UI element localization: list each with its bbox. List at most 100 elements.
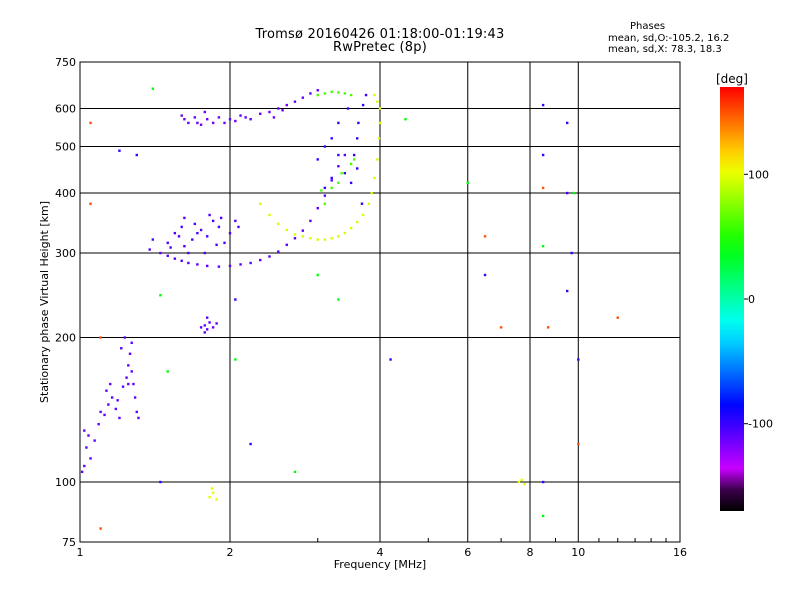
data-point — [541, 153, 545, 157]
data-point — [203, 110, 206, 114]
data-point — [97, 422, 100, 426]
data-point — [316, 206, 319, 210]
data-point — [483, 273, 487, 277]
phases-o-stats: mean, sd,O:-105.2, 16.2 — [608, 33, 730, 44]
data-point — [293, 237, 297, 240]
data-point — [133, 396, 137, 399]
x-tick-label: 10 — [571, 546, 585, 559]
data-point — [373, 176, 376, 180]
data-point — [499, 326, 503, 329]
data-point — [570, 251, 573, 255]
data-point — [541, 186, 545, 190]
data-point — [118, 416, 121, 420]
y-tick-label: 300 — [55, 247, 76, 260]
data-point — [205, 264, 209, 268]
data-point — [127, 364, 130, 367]
data-point — [323, 92, 327, 95]
data-point — [355, 220, 359, 224]
data-point — [520, 478, 523, 482]
data-point — [330, 176, 333, 180]
data-point — [361, 213, 365, 217]
data-point — [128, 352, 132, 355]
data-point — [272, 116, 276, 119]
data-point — [323, 186, 327, 190]
colorbar — [720, 87, 744, 511]
x-tick-label: 2 — [227, 546, 234, 559]
data-point — [268, 255, 271, 258]
data-point — [208, 495, 211, 499]
data-point — [337, 181, 340, 185]
data-point — [199, 123, 203, 126]
data-point — [87, 434, 90, 437]
data-point — [572, 191, 576, 195]
data-point — [211, 326, 215, 329]
data-point — [215, 322, 218, 325]
x-tick-label: 4 — [377, 546, 384, 559]
data-point — [93, 439, 96, 442]
data-point — [135, 410, 138, 414]
data-point — [309, 92, 312, 95]
data-point — [180, 259, 183, 262]
data-point — [541, 103, 545, 107]
data-point — [349, 226, 353, 230]
data-point — [234, 298, 237, 301]
data-point — [309, 219, 312, 223]
data-point — [228, 118, 232, 121]
data-point — [193, 116, 197, 119]
data-point — [228, 231, 232, 235]
data-point — [137, 416, 140, 420]
data-point — [337, 153, 340, 157]
data-point — [239, 263, 242, 266]
data-point — [523, 482, 526, 486]
data-point — [277, 222, 280, 226]
data-point — [268, 110, 271, 114]
data-point — [80, 470, 84, 474]
data-point — [205, 328, 209, 331]
data-point — [330, 186, 333, 190]
y-tick-label: 500 — [55, 141, 76, 154]
data-point — [565, 191, 569, 195]
data-point — [203, 324, 206, 327]
data-point — [215, 498, 218, 501]
data-point — [565, 121, 569, 125]
data-point — [343, 153, 347, 157]
data-point — [330, 137, 333, 140]
data-point — [99, 410, 102, 414]
data-point — [234, 119, 237, 123]
data-point — [199, 326, 203, 329]
data-point — [116, 399, 119, 402]
data-point — [340, 171, 343, 175]
data-point — [343, 92, 347, 95]
data-point — [352, 153, 356, 157]
data-point — [177, 235, 181, 238]
data-point — [316, 273, 319, 277]
y-tick-label: 75 — [62, 536, 76, 549]
data-point — [99, 527, 102, 530]
data-point — [183, 118, 186, 121]
data-point — [187, 121, 190, 125]
data-point — [196, 231, 199, 235]
data-point — [169, 246, 172, 249]
data-point — [577, 358, 580, 361]
data-point — [151, 87, 155, 90]
data-point — [89, 121, 92, 125]
data-point — [343, 231, 347, 235]
data-point — [123, 336, 126, 339]
data-point — [249, 118, 252, 121]
data-point — [517, 480, 521, 484]
phases-heading: Phases — [630, 21, 666, 32]
data-point — [130, 341, 133, 345]
colorbar-tick-label: 100 — [748, 168, 769, 181]
data-point — [173, 257, 177, 260]
data-point — [166, 254, 169, 258]
data-point — [187, 261, 190, 265]
data-point — [208, 213, 211, 217]
data-point — [376, 100, 379, 103]
data-point — [577, 442, 580, 446]
data-point — [360, 202, 364, 205]
data-point — [259, 202, 262, 205]
data-point — [217, 265, 221, 268]
data-point — [541, 514, 545, 518]
y-axis-label: Stationary phase Virtual Height [km] — [38, 201, 51, 403]
data-point — [121, 385, 125, 388]
